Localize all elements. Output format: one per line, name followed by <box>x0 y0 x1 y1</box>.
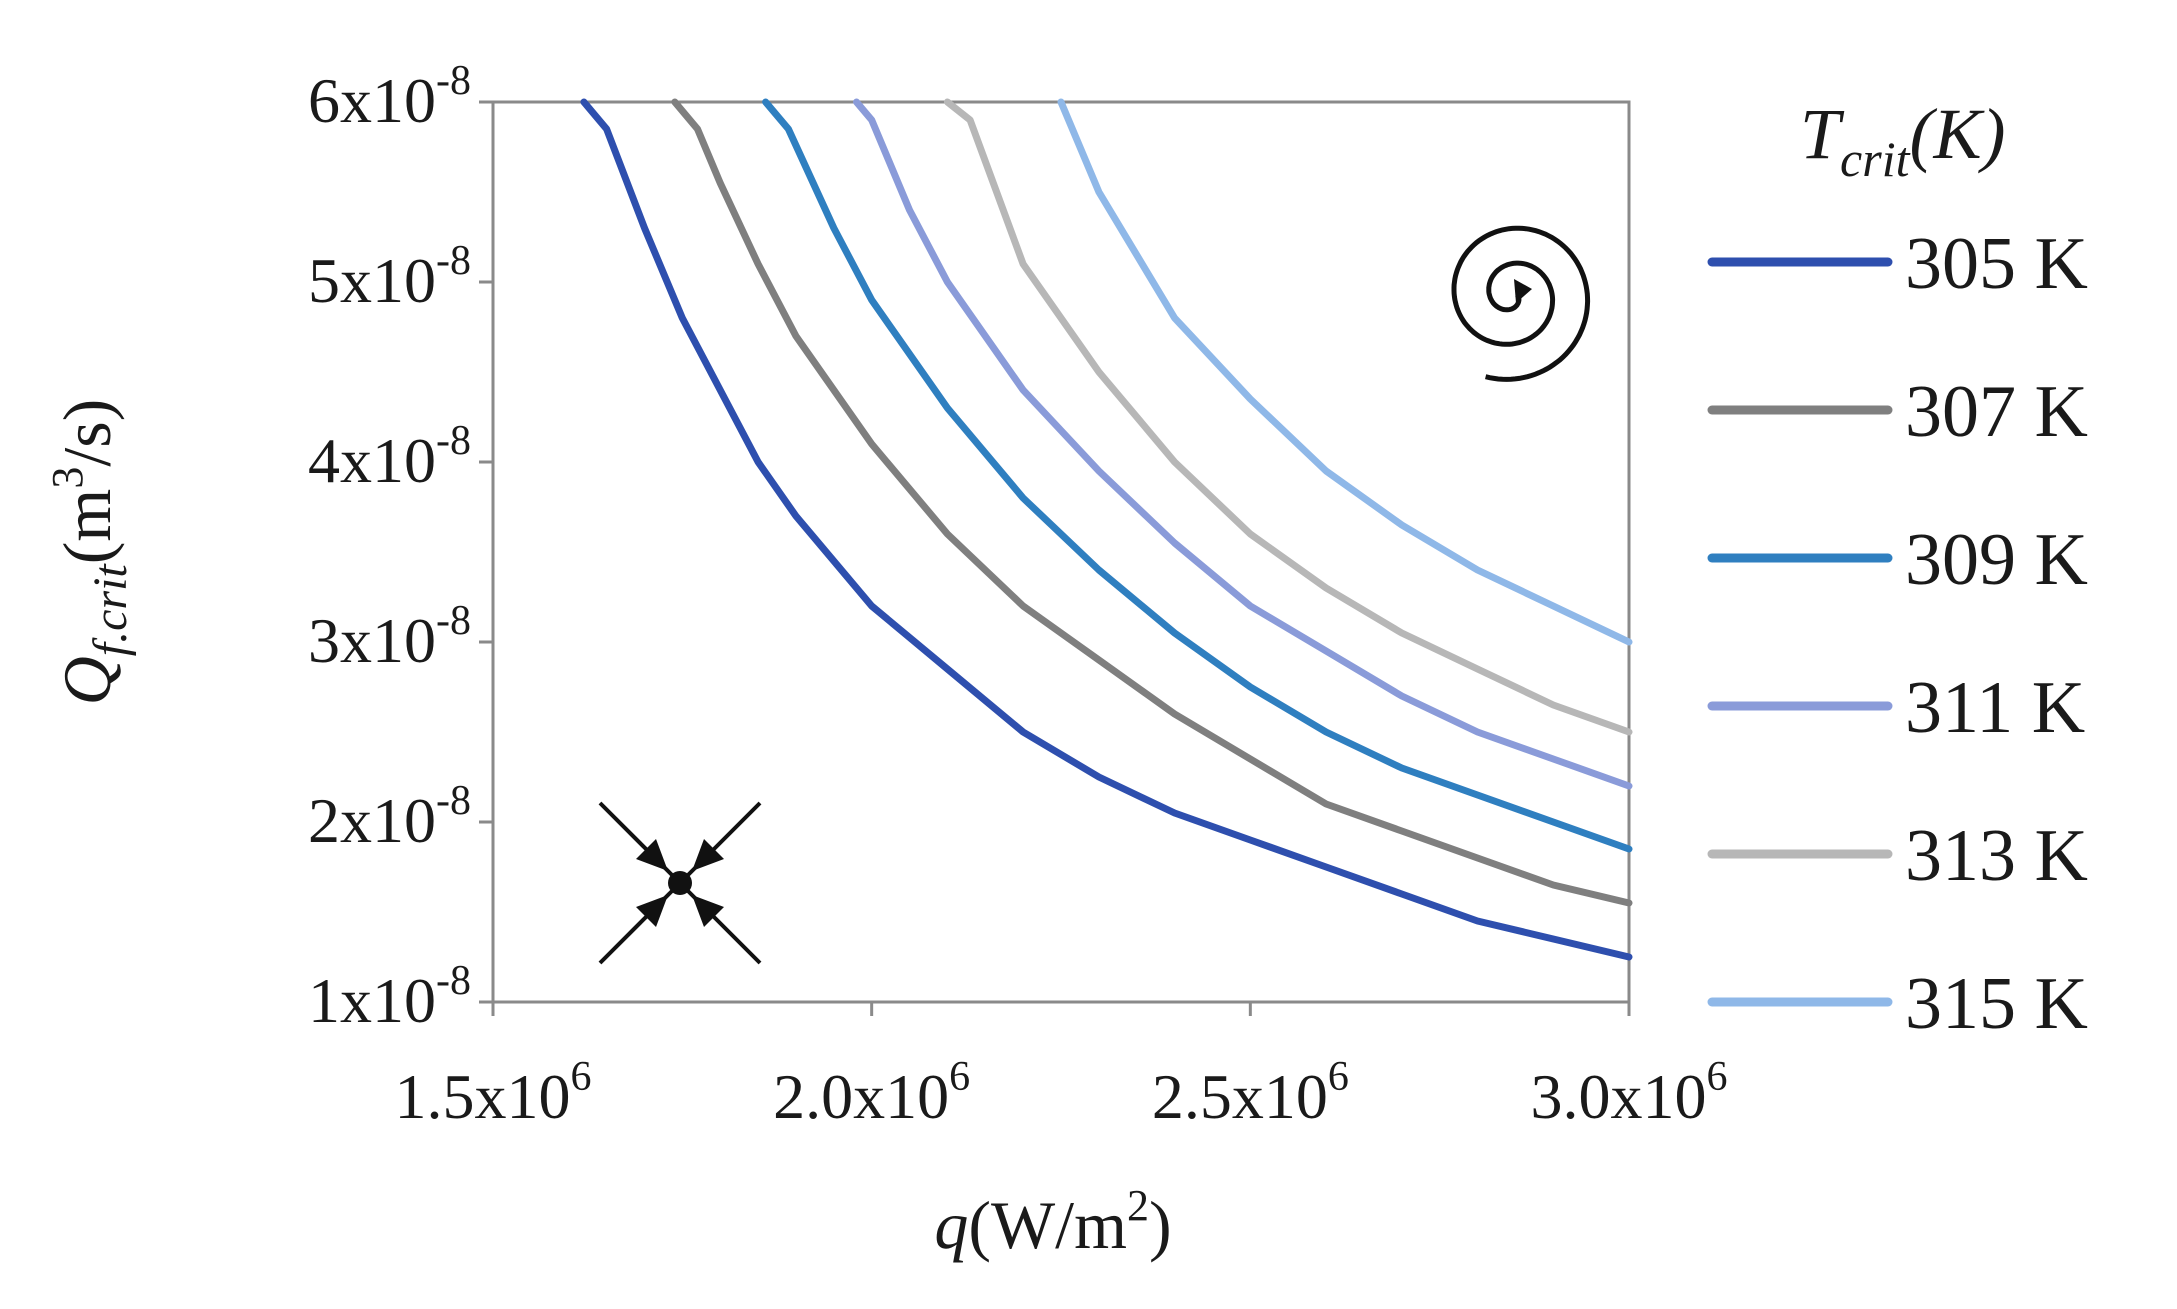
legend-label: 305 K <box>1905 223 2088 305</box>
legend-title: Tcrit(K) <box>1800 94 2005 187</box>
series-line <box>762 98 1633 853</box>
series-line <box>580 98 1633 961</box>
x-tick-label: 2.0x106 <box>773 1054 970 1132</box>
node-arrowhead <box>636 839 668 871</box>
y-axis-title: Qf.crit(m3/s) <box>43 399 137 706</box>
series-line <box>1057 98 1633 646</box>
series-line <box>853 98 1633 790</box>
spiral-arrowhead <box>1514 279 1532 303</box>
y-tick-label: 4x10-8 <box>308 418 471 496</box>
node-arrowhead <box>636 895 668 927</box>
y-axis-ticks: 1x10-8 2x10-8 3x10-8 4x10-8 5x10-8 6x10-8 <box>308 58 493 1036</box>
legend-label: 307 K <box>1905 371 2088 453</box>
legend-label: 311 K <box>1905 667 2085 749</box>
y-tick-label: 5x10-8 <box>308 238 471 316</box>
series-layer <box>580 98 1633 961</box>
y-tick-label: 6x10-8 <box>308 58 471 136</box>
x-axis-title: q(W/m2) <box>934 1181 1171 1263</box>
x-tick-label: 1.5x106 <box>395 1054 592 1132</box>
y-tick-label: 1x10-8 <box>308 958 471 1036</box>
legend: 305 K 307 K 309 K 311 K 313 K 315 K <box>1707 223 2088 1045</box>
stable-node-symbol-icon <box>598 801 762 965</box>
series-line <box>943 98 1633 736</box>
node-point <box>668 871 692 895</box>
x-tick-label: 2.5x106 <box>1152 1054 1349 1132</box>
x-tick-label: 3.0x106 <box>1531 1054 1728 1132</box>
spiral-symbol-icon <box>1451 225 1591 382</box>
y-tick-label: 3x10-8 <box>308 598 471 676</box>
node-arrowhead <box>692 895 724 927</box>
legend-label: 313 K <box>1905 815 2088 897</box>
y-tick-label: 2x10-8 <box>308 778 471 856</box>
legend-label: 309 K <box>1905 519 2088 601</box>
series-line <box>671 98 1633 907</box>
legend-label: 315 K <box>1905 963 2088 1045</box>
node-arrowhead <box>692 839 724 871</box>
spiral-curve <box>1451 225 1591 382</box>
x-axis-ticks: 1.5x106 2.0x106 2.5x106 3.0x106 <box>395 1002 1728 1132</box>
